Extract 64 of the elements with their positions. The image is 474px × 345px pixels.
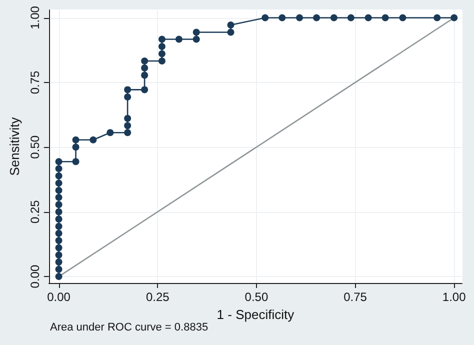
point: [55, 230, 62, 237]
point: [141, 57, 148, 64]
x-axis-title: 1 - Specificity: [216, 306, 295, 322]
point: [55, 266, 62, 273]
text: Area under ROC curve = 0.8835: [50, 322, 208, 334]
y-axis-title: Sensitivity: [7, 116, 22, 176]
x-tick-label: 0.00: [47, 290, 71, 304]
point: [55, 201, 62, 208]
point: [55, 258, 62, 266]
point: [313, 14, 320, 22]
point: [175, 36, 182, 43]
point: [106, 129, 114, 136]
point: [55, 158, 62, 166]
x-tick-label: 0.75: [344, 290, 368, 304]
point: [124, 114, 132, 122]
point: [72, 144, 80, 151]
point: [124, 93, 132, 100]
point: [296, 14, 304, 22]
point: [227, 22, 234, 29]
point: [72, 136, 80, 144]
point: [55, 222, 62, 230]
y-tick-label: 0.50: [28, 135, 42, 159]
point: [434, 14, 441, 22]
point: [55, 244, 62, 252]
y-tick-label: 0.25: [28, 200, 42, 224]
y-tick-label: 1.00: [28, 6, 42, 30]
point: [72, 158, 80, 166]
point: [158, 42, 166, 50]
point: [124, 122, 132, 130]
point: [227, 28, 234, 36]
x-tick-label: 0.50: [244, 290, 268, 304]
point: [124, 129, 132, 136]
point: [158, 50, 166, 58]
point: [141, 64, 148, 72]
point: [158, 36, 166, 43]
point: [141, 72, 148, 79]
point: [262, 14, 269, 22]
point: [192, 36, 200, 43]
point: [55, 237, 62, 244]
point: [55, 186, 62, 194]
point: [55, 208, 62, 216]
point: [55, 172, 62, 180]
point: [382, 14, 389, 22]
point: [330, 14, 338, 22]
point: [55, 216, 62, 223]
point: [364, 14, 372, 22]
point: [55, 194, 62, 201]
x-tick-label: 0.25: [146, 290, 170, 304]
point: [192, 28, 200, 36]
point: [141, 86, 148, 94]
point: [90, 136, 97, 144]
point: [55, 165, 62, 172]
point: [55, 273, 62, 280]
point: [347, 14, 354, 22]
point: [55, 180, 62, 187]
point: [124, 86, 132, 94]
point: [158, 57, 166, 64]
y-tick-label: 0.00: [28, 264, 42, 288]
x-tick-label: 1.00: [442, 290, 466, 304]
point: [450, 14, 458, 22]
point: [278, 14, 286, 22]
y-tick-label: 0.75: [28, 70, 42, 94]
point: [399, 14, 406, 22]
point: [55, 252, 62, 259]
